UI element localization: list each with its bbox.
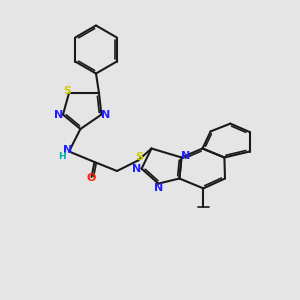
- Text: N: N: [181, 151, 190, 161]
- Text: H: H: [58, 152, 66, 161]
- Text: N: N: [101, 110, 110, 120]
- Text: N: N: [54, 110, 63, 120]
- Text: N: N: [133, 164, 142, 174]
- Text: O: O: [87, 172, 96, 183]
- Text: N: N: [154, 183, 163, 193]
- Text: S: S: [64, 86, 71, 97]
- Text: S: S: [136, 152, 143, 163]
- Text: N: N: [63, 145, 72, 155]
